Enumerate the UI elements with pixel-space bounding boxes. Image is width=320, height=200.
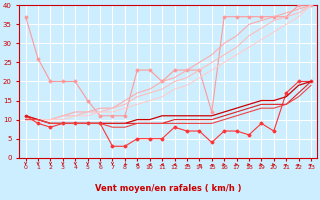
X-axis label: Vent moyen/en rafales ( km/h ): Vent moyen/en rafales ( km/h ) xyxy=(95,184,242,193)
